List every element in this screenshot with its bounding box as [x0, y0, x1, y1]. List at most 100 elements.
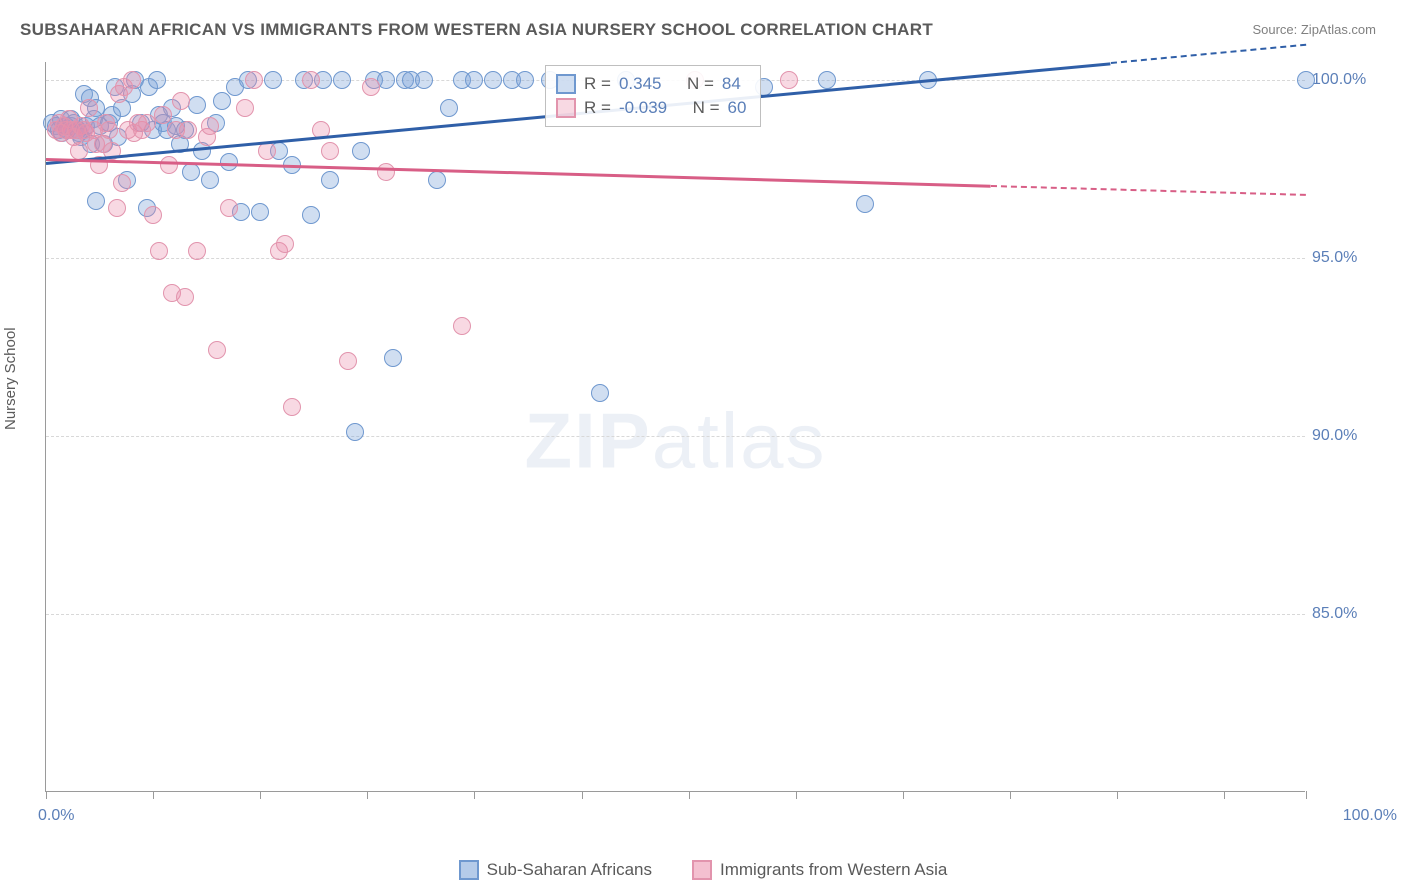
y-tick-label: 90.0% [1312, 427, 1387, 445]
legend-swatch-wasia [692, 860, 712, 880]
legend-label-wasia: Immigrants from Western Asia [720, 860, 947, 880]
scatter-point-ssa [516, 71, 534, 89]
scatter-point-ssa [251, 203, 269, 221]
scatter-point-ssa [465, 71, 483, 89]
x-tick [1117, 791, 1118, 799]
y-tick-label: 85.0% [1312, 605, 1387, 623]
swatch-wasia [556, 98, 576, 118]
scatter-point-ssa [87, 192, 105, 210]
scatter-point-wasia [172, 92, 190, 110]
scatter-point-ssa [213, 92, 231, 110]
scatter-point-wasia [160, 156, 178, 174]
scatter-point-ssa [201, 171, 219, 189]
scatter-point-wasia [179, 121, 197, 139]
r-value-wasia: -0.039 [619, 96, 667, 120]
correlation-row-wasia: R = -0.039 N = 60 [556, 96, 746, 120]
scatter-point-ssa [428, 171, 446, 189]
scatter-point-wasia [108, 199, 126, 217]
scatter-point-wasia [302, 71, 320, 89]
scatter-point-wasia [220, 199, 238, 217]
y-tick-label: 100.0% [1312, 71, 1387, 89]
legend-item-ssa: Sub-Saharan Africans [459, 860, 652, 880]
scatter-point-wasia [321, 142, 339, 160]
scatter-point-ssa [440, 99, 458, 117]
watermark: ZIPatlas [524, 396, 826, 487]
scatter-point-ssa [591, 384, 609, 402]
correlation-stats-box: R = 0.345 N = 84 R = -0.039 N = 60 [545, 65, 761, 127]
scatter-point-ssa [352, 142, 370, 160]
legend: Sub-Saharan Africans Immigrants from Wes… [0, 860, 1406, 880]
scatter-point-wasia [258, 142, 276, 160]
scatter-point-wasia [100, 121, 118, 139]
n-label: N = [693, 96, 720, 120]
scatter-point-wasia [236, 99, 254, 117]
scatter-point-wasia [176, 288, 194, 306]
x-tick [474, 791, 475, 799]
correlation-row-ssa: R = 0.345 N = 84 [556, 72, 746, 96]
scatter-point-ssa [1297, 71, 1315, 89]
scatter-point-wasia [201, 117, 219, 135]
x-tick [582, 791, 583, 799]
n-value-wasia: 60 [728, 96, 747, 120]
scatter-point-ssa [346, 423, 364, 441]
scatter-point-ssa [818, 71, 836, 89]
n-label: N = [687, 72, 714, 96]
scatter-point-wasia [453, 317, 471, 335]
scatter-point-ssa [188, 96, 206, 114]
scatter-point-wasia [113, 174, 131, 192]
x-tick [689, 791, 690, 799]
scatter-point-wasia [362, 78, 380, 96]
trendline-dash-ssa [1111, 44, 1306, 64]
x-tick [1010, 791, 1011, 799]
scatter-point-ssa [321, 171, 339, 189]
legend-item-wasia: Immigrants from Western Asia [692, 860, 947, 880]
gridline [46, 436, 1305, 437]
scatter-point-wasia [138, 114, 156, 132]
x-tick [153, 791, 154, 799]
y-axis-label: Nursery School [2, 327, 19, 430]
x-tick [796, 791, 797, 799]
scatter-point-wasia [339, 352, 357, 370]
legend-label-ssa: Sub-Saharan Africans [487, 860, 652, 880]
gridline [46, 258, 1305, 259]
n-value-ssa: 84 [722, 72, 741, 96]
scatter-point-wasia [150, 242, 168, 260]
watermark-bold: ZIP [524, 397, 651, 485]
scatter-point-wasia [245, 71, 263, 89]
scatter-point-wasia [780, 71, 798, 89]
scatter-point-wasia [208, 341, 226, 359]
watermark-light: atlas [652, 397, 827, 485]
x-tick [46, 791, 47, 799]
r-label: R = [584, 72, 611, 96]
scatter-point-ssa [415, 71, 433, 89]
scatter-point-ssa [384, 349, 402, 367]
x-tick [260, 791, 261, 799]
trendline-dash-wasia [991, 185, 1306, 196]
scatter-point-ssa [148, 71, 166, 89]
scatter-point-wasia [123, 71, 141, 89]
scatter-point-ssa [302, 206, 320, 224]
r-value-ssa: 0.345 [619, 72, 662, 96]
scatter-point-ssa [220, 153, 238, 171]
scatter-point-ssa [484, 71, 502, 89]
scatter-point-ssa [856, 195, 874, 213]
chart-title: SUBSAHARAN AFRICAN VS IMMIGRANTS FROM WE… [20, 20, 933, 40]
swatch-ssa [556, 74, 576, 94]
gridline [46, 614, 1305, 615]
source-link[interactable]: ZipAtlas.com [1301, 22, 1376, 37]
legend-swatch-ssa [459, 860, 479, 880]
scatter-point-wasia [283, 398, 301, 416]
scatter-point-wasia [276, 235, 294, 253]
source-prefix: Source: [1252, 22, 1300, 37]
scatter-point-wasia [144, 206, 162, 224]
x-tick-label-min: 0.0% [38, 807, 74, 825]
x-tick [1306, 791, 1307, 799]
x-tick [1224, 791, 1225, 799]
scatter-point-ssa [182, 163, 200, 181]
scatter-point-ssa [333, 71, 351, 89]
scatter-point-wasia [188, 242, 206, 260]
x-tick [367, 791, 368, 799]
x-tick [903, 791, 904, 799]
scatter-point-wasia [80, 99, 98, 117]
scatter-point-wasia [377, 163, 395, 181]
